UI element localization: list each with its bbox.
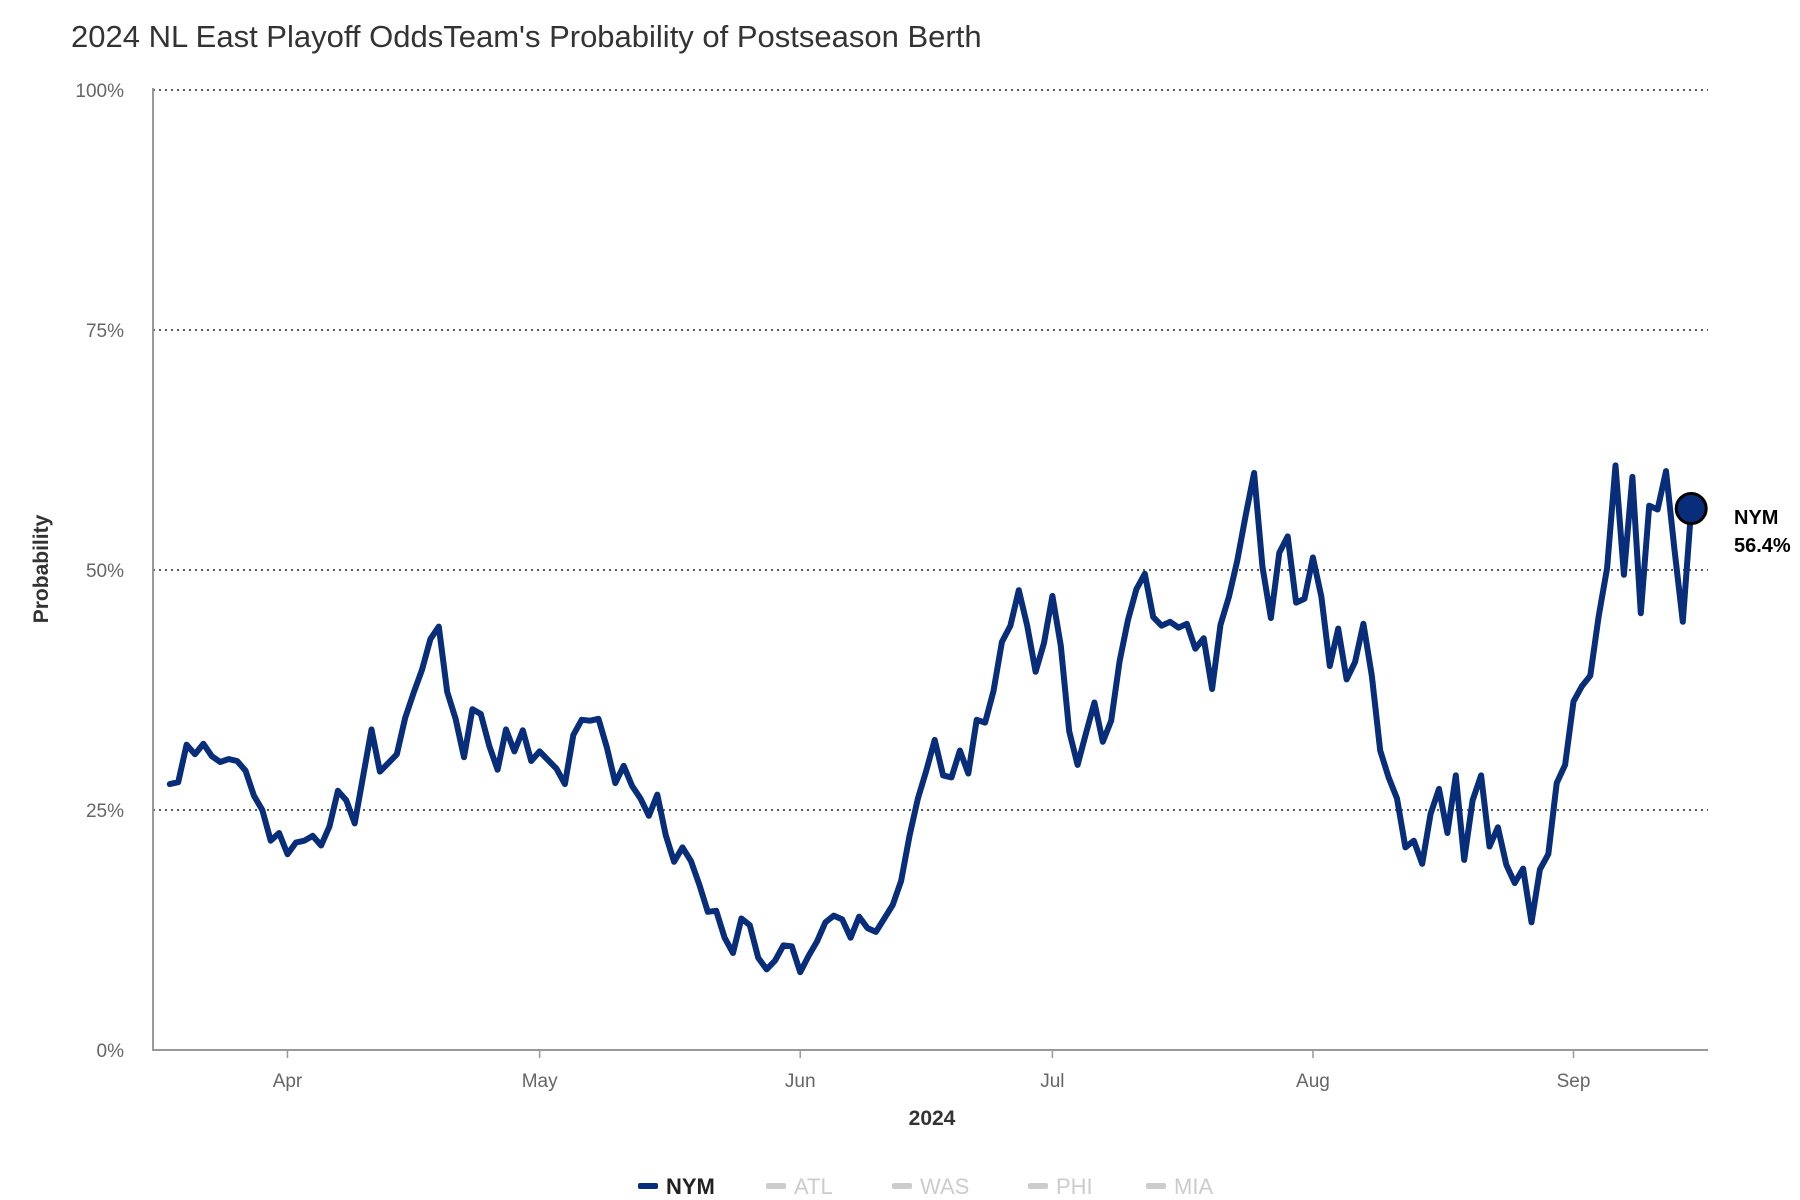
y-tick-labels: 0% 25% 50% 75% 100% (75, 81, 124, 1062)
legend-swatch (638, 1183, 658, 1189)
x-tick-label: Jun (785, 1071, 816, 1092)
x-tick-label: Apr (273, 1071, 303, 1092)
legend-item-was[interactable]: WAS (892, 1174, 969, 1199)
x-tick-label: Aug (1296, 1071, 1330, 1092)
end-label-group: NYM 56.4% (1674, 492, 1791, 557)
y-tick-label: 25% (86, 801, 124, 822)
x-tick-label: Sep (1557, 1071, 1591, 1092)
x-axis-title: 2024 (909, 1107, 956, 1130)
legend-label: WAS (920, 1174, 969, 1199)
x-tick-label: Jul (1040, 1071, 1064, 1092)
legend-swatch (1146, 1183, 1166, 1189)
legend-swatch (892, 1183, 912, 1189)
y-tick-label: 100% (75, 81, 124, 102)
legend-item-nym[interactable]: NYM (638, 1174, 715, 1199)
axes (152, 88, 1708, 1051)
end-label-value: 56.4% (1734, 535, 1791, 557)
legend-item-mia[interactable]: MIA (1146, 1174, 1213, 1199)
legend-label: PHI (1056, 1174, 1093, 1199)
end-point-marker[interactable] (1674, 492, 1708, 526)
legend-label: ATL (794, 1174, 833, 1199)
legend-label: MIA (1174, 1174, 1213, 1199)
end-label-team: NYM (1734, 507, 1778, 529)
y-tick-label: 50% (86, 561, 124, 582)
legend-label: NYM (666, 1174, 715, 1199)
y-axis-title: Probability (30, 514, 53, 623)
legend-item-atl[interactable]: ATL (766, 1174, 833, 1199)
legend-item-phi[interactable]: PHI (1028, 1174, 1093, 1199)
x-tick-labels: Apr May Jun Jul Aug Sep (273, 1050, 1591, 1092)
grid-lines (153, 89, 1708, 811)
legend-swatch (1028, 1183, 1048, 1189)
series-layer (166, 462, 1695, 976)
legend-swatch (766, 1183, 786, 1189)
chart-title: 2024 NL East Playoff OddsTeam's Probabil… (71, 19, 982, 54)
x-tick-label: May (522, 1071, 558, 1092)
y-tick-label: 75% (86, 321, 124, 342)
y-tick-label: 0% (97, 1041, 125, 1062)
legend: NYM ATL WAS PHI MIA (638, 1174, 1213, 1199)
series-line-nym (166, 462, 1695, 976)
